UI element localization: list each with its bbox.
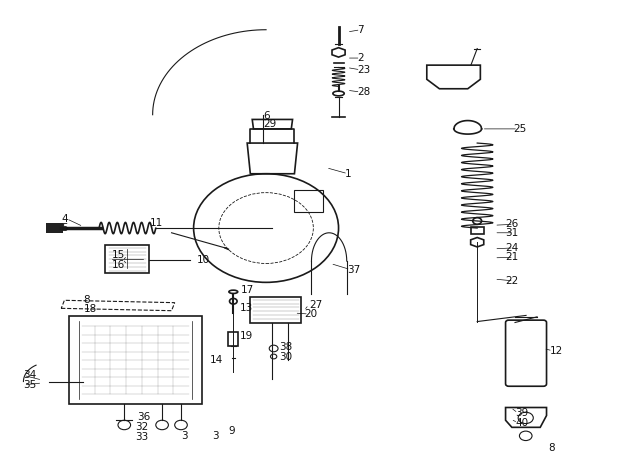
Text: 10: 10 (197, 255, 210, 265)
Text: 3: 3 (213, 431, 219, 441)
Text: 1: 1 (345, 169, 351, 179)
Text: 35: 35 (23, 380, 37, 390)
Text: 16: 16 (111, 260, 125, 270)
Text: 8: 8 (548, 443, 555, 453)
Text: 27: 27 (309, 300, 322, 310)
Text: 6: 6 (263, 111, 270, 121)
Text: 31: 31 (506, 228, 519, 238)
Text: 12: 12 (549, 346, 563, 356)
Text: 17: 17 (241, 285, 254, 295)
Text: 30: 30 (279, 352, 292, 361)
Text: 38: 38 (279, 342, 292, 352)
Text: 28: 28 (358, 87, 371, 97)
Text: 3: 3 (181, 431, 187, 441)
Text: 39: 39 (516, 408, 529, 418)
Text: 18: 18 (84, 304, 97, 314)
Text: 2: 2 (358, 53, 364, 63)
Text: 34: 34 (23, 370, 37, 380)
Text: 23: 23 (358, 65, 371, 75)
Text: 26: 26 (506, 219, 519, 229)
Text: 33: 33 (135, 432, 148, 442)
Text: 11: 11 (149, 218, 163, 228)
Text: 21: 21 (506, 252, 519, 262)
Bar (229, 332, 239, 346)
Text: 15: 15 (111, 250, 125, 260)
Text: 9: 9 (229, 426, 235, 436)
Text: 7: 7 (358, 25, 364, 35)
Text: 5: 5 (61, 223, 68, 233)
Text: 25: 25 (513, 124, 527, 134)
Text: 19: 19 (240, 331, 253, 341)
Text: 37: 37 (347, 265, 360, 275)
Bar (471, 227, 484, 234)
Text: 40: 40 (516, 418, 529, 428)
Text: 36: 36 (137, 412, 150, 422)
Text: 14: 14 (210, 355, 223, 365)
Text: 32: 32 (135, 422, 148, 432)
Text: 20: 20 (304, 309, 317, 319)
Text: 24: 24 (506, 243, 519, 253)
Text: 22: 22 (506, 276, 519, 286)
Text: 13: 13 (240, 304, 253, 314)
Text: 8: 8 (84, 295, 90, 305)
Text: 4: 4 (61, 214, 68, 224)
Bar (46, 223, 63, 233)
Text: 29: 29 (263, 119, 276, 129)
